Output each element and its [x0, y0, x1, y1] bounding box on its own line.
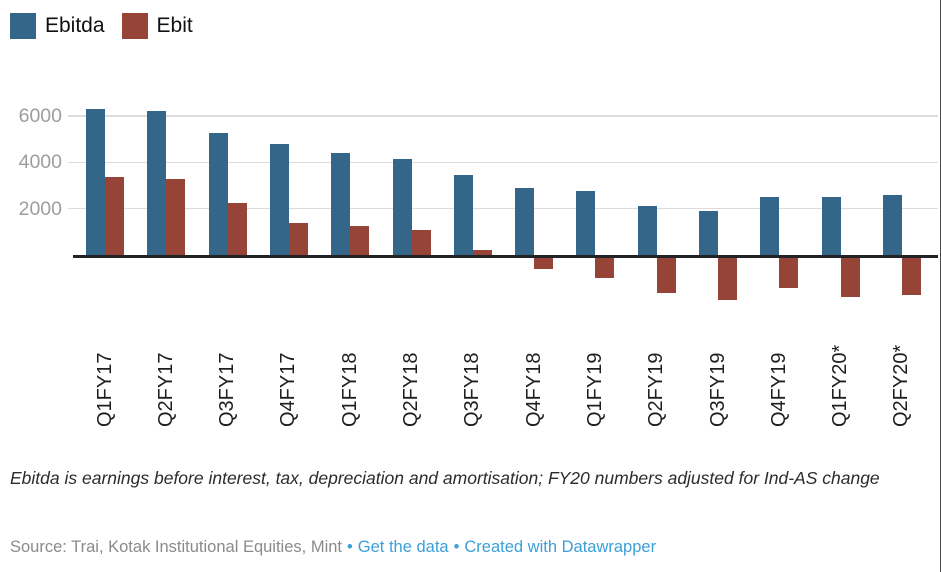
y-axis-tick-label: 2000 [18, 197, 62, 220]
gridline [68, 161, 938, 164]
legend-swatch-ebitda [10, 13, 36, 39]
x-axis-label: Q1FY18 [338, 352, 361, 427]
bar-ebitda-q1fy17 [86, 109, 105, 255]
bar-ebit-q4fy17 [288, 222, 308, 255]
bar-ebitda-q3fy17 [208, 133, 228, 255]
x-axis-label: Q3FY18 [461, 352, 484, 427]
legend-item-ebitda: Ebitda [10, 13, 105, 39]
x-axis-label: Q1FY17 [93, 352, 116, 427]
zero-baseline [73, 255, 938, 258]
bar-ebitda-q1fy20* [821, 197, 841, 255]
get-the-data-link[interactable]: Get the data [357, 538, 449, 556]
bar-ebitda-q2fy19 [637, 206, 657, 255]
bar-ebit-q3fy19 [718, 257, 737, 301]
x-axis-label: Q4FY19 [767, 352, 790, 427]
x-axis-label: Q4FY17 [277, 352, 300, 427]
bar-ebit-q3fy18 [472, 250, 492, 255]
bar-ebit-q1fy20* [840, 257, 860, 297]
datawrapper-link[interactable]: Created with Datawrapper [464, 538, 657, 556]
chart-source-line: Source: Trai, Kotak Institutional Equiti… [10, 537, 656, 557]
bar-ebit-q1fy18 [350, 226, 370, 255]
bar-ebit-q2fy18 [411, 229, 431, 255]
x-axis-label: Q2FY18 [400, 352, 422, 427]
bar-ebit-q1fy17 [105, 177, 124, 255]
legend-label-ebit: Ebit [156, 14, 193, 37]
y-axis-tick-label: 4000 [18, 151, 62, 174]
x-axis-label: Q2FY20* [890, 344, 913, 427]
bar-ebitda-q2fy18 [392, 158, 412, 255]
bar-ebitda-q4fy18 [515, 187, 535, 255]
bullet-separator: • [347, 538, 353, 556]
bar-ebit-q1fy19 [595, 257, 615, 279]
bullet-separator: • [453, 538, 460, 556]
x-axis-label: Q1FY20* [829, 344, 852, 427]
chart-footnote: Ebitda is earnings before interest, tax,… [10, 468, 880, 488]
x-axis-label: Q4FY18 [522, 352, 545, 427]
x-axis-label: Q2FY17 [154, 352, 177, 427]
bar-ebitda-q3fy19 [699, 211, 718, 255]
bar-ebit-q4fy19 [779, 257, 799, 288]
bar-ebitda-q3fy18 [453, 175, 473, 255]
bar-ebitda-q4fy19 [760, 197, 780, 255]
x-axis-label: Q3FY19 [706, 352, 729, 427]
gridline [68, 207, 938, 210]
legend-item-ebit: Ebit [121, 13, 193, 39]
bar-ebit-q4fy18 [534, 257, 554, 270]
gridline [68, 115, 938, 117]
grouped-bar-chart: 2000 4000 6000 Q1FY17 Q2FY17 Q3FY17 Q4FY17 Q1FY… [18, 105, 938, 427]
source-text: Source: Trai, Kotak Institutional Equiti… [10, 538, 342, 556]
bar-ebit-q2fy19 [656, 257, 676, 294]
bar-ebit-q2fy17 [166, 178, 186, 255]
bar-ebitda-q4fy17 [269, 143, 289, 255]
y-axis-tick-label: 6000 [18, 105, 62, 128]
x-axis-label: Q3FY17 [216, 352, 239, 427]
bar-ebitda-q1fy18 [331, 153, 351, 255]
bar-ebitda-q2fy17 [147, 111, 167, 255]
bar-ebitda-q2fy20* [882, 194, 902, 255]
x-axis-label: Q2FY19 [645, 352, 668, 427]
bar-ebit-q2fy20* [901, 257, 921, 295]
legend-label-ebitda: Ebitda [45, 14, 105, 37]
bar-ebitda-q1fy19 [576, 191, 596, 255]
bar-ebit-q3fy17 [227, 202, 247, 255]
chart-legend: Ebitda Ebit [10, 13, 193, 39]
x-axis-label: Q1FY19 [583, 352, 606, 427]
legend-swatch-ebit [121, 13, 148, 39]
